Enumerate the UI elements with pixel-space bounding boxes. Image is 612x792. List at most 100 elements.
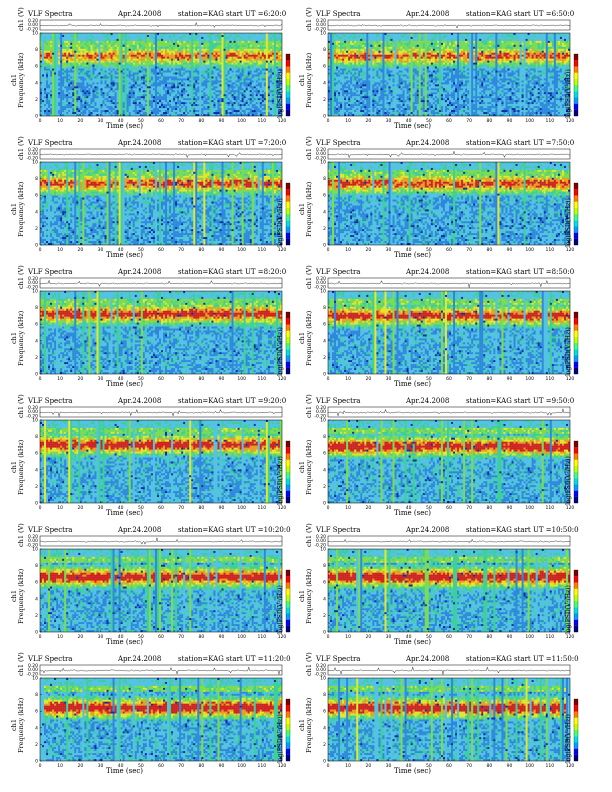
y-tick-label: 8: [35, 47, 38, 53]
colorbar-segment: [574, 324, 578, 330]
x-tick-label: 80: [486, 763, 492, 769]
ch1-axis-label: ch1 (V): [306, 394, 313, 418]
colorbar-segment: [286, 331, 290, 337]
x-tick-label: 90: [507, 634, 513, 640]
x-tick-label: 90: [507, 376, 513, 382]
time-axis-label: Time (sec): [394, 251, 431, 259]
ch1-timeseries-line: [328, 409, 570, 416]
colorbar-segment: [574, 362, 578, 368]
channel-side-label: ch1: [299, 74, 306, 86]
ch1-timeseries-line: [328, 151, 570, 157]
colorbar-label: log(PSD(V²/Hz)): [277, 456, 284, 505]
colorbar-segment: [286, 736, 290, 742]
colorbar-segment: [574, 607, 578, 613]
y-tick-label: 2: [323, 355, 326, 361]
colorbar-segment: [286, 718, 290, 724]
x-tick-label: 100: [237, 505, 246, 511]
frequency-axis-label: Frequency (kHz): [18, 311, 25, 366]
colorbar-segment: [286, 97, 290, 103]
x-tick-label: 0: [327, 118, 330, 124]
x-tick-label: 90: [507, 505, 513, 511]
colorbar-segment: [286, 613, 290, 619]
x-tick-label: 0: [39, 763, 42, 769]
x-tick-label: 100: [525, 247, 534, 253]
x-tick-label: 60: [158, 118, 164, 124]
channel-side-label: ch1: [11, 590, 18, 602]
spectrogram-panel: VLF Spectra Apr.24.2008 station=KAG start U…: [302, 6, 582, 132]
colorbar-label: log(PSD(V²/Hz)): [565, 585, 572, 634]
colorbar-segment: [574, 589, 578, 595]
y-tick-label: 8: [323, 692, 326, 698]
colorbar-segment: [286, 620, 290, 626]
ch1-timeseries-line: [40, 538, 282, 544]
y-tick-label: 2: [35, 226, 38, 232]
y-tick-label: 2: [35, 742, 38, 748]
x-tick-label: 30: [386, 634, 392, 640]
spectrogram-panel: VLF Spectra Apr.24.2008 station=KAG start U…: [302, 522, 582, 648]
colorbar-segment: [286, 239, 290, 245]
spectrogram-cells: [328, 678, 570, 761]
colorbar-segment: [574, 711, 578, 717]
channel-side-label: ch1: [299, 203, 306, 215]
colorbar-segment: [574, 453, 578, 459]
x-tick-label: 100: [525, 505, 534, 511]
frequency-axis-label: Frequency (kHz): [306, 440, 313, 495]
x-tick-label: 100: [237, 763, 246, 769]
x-tick-label: 30: [386, 763, 392, 769]
colorbar-segment: [286, 626, 290, 632]
spectrogram-cells: [40, 549, 282, 632]
colorbar-segment: [286, 582, 290, 588]
y-tick-label: 4: [35, 338, 38, 344]
spectrogram-cells: [328, 162, 570, 245]
ch1-axis-label: ch1 (V): [306, 136, 313, 160]
time-axis-label: Time (sec): [106, 380, 143, 388]
x-tick-label: 10: [345, 634, 351, 640]
channel-side-label: ch1: [299, 461, 306, 473]
colorbar-segment: [286, 570, 290, 576]
x-tick-label: 110: [546, 505, 555, 511]
colorbar-segment: [286, 349, 290, 355]
x-tick-label: 70: [178, 247, 184, 253]
x-tick-label: 20: [365, 247, 371, 253]
x-tick-label: 80: [486, 247, 492, 253]
colorbar-segment: [574, 595, 578, 601]
colorbar-segment: [574, 497, 578, 503]
colorbar-segment: [574, 613, 578, 619]
colorbar-segment: [286, 484, 290, 490]
colorbar-segment: [286, 453, 290, 459]
x-tick-label: 120: [566, 247, 575, 253]
x-tick-label: 120: [278, 376, 287, 382]
channel-side-label: ch1: [11, 719, 18, 731]
colorbar-segment: [574, 91, 578, 97]
colorbar-segment: [574, 576, 578, 582]
colorbar-segment: [574, 110, 578, 116]
spectrogram-cells: [40, 33, 282, 116]
frequency-axis-label: Frequency (kHz): [18, 698, 25, 753]
x-tick-label: 20: [365, 634, 371, 640]
colorbar-segment: [574, 620, 578, 626]
colorbar-segment: [286, 441, 290, 447]
y-tick-label: 4: [323, 80, 326, 86]
x-tick-label: 20: [77, 763, 83, 769]
channel-side-label: ch1: [11, 332, 18, 344]
colorbar-segment: [286, 312, 290, 318]
colorbar-segment: [286, 195, 290, 201]
x-tick-label: 110: [546, 763, 555, 769]
x-tick-label: 70: [466, 634, 472, 640]
spectrogram-panel: VLF Spectra Apr.24.2008 station=KAG start U…: [14, 651, 294, 777]
x-tick-label: 90: [219, 376, 225, 382]
spectrogram-cells: [328, 291, 570, 374]
x-tick-label: 120: [566, 376, 575, 382]
x-tick-label: 100: [525, 634, 534, 640]
colorbar-segment: [286, 460, 290, 466]
x-tick-label: 80: [486, 505, 492, 511]
x-tick-label: 60: [158, 505, 164, 511]
x-tick-label: 80: [486, 376, 492, 382]
y-tick-label: 6: [35, 193, 38, 199]
